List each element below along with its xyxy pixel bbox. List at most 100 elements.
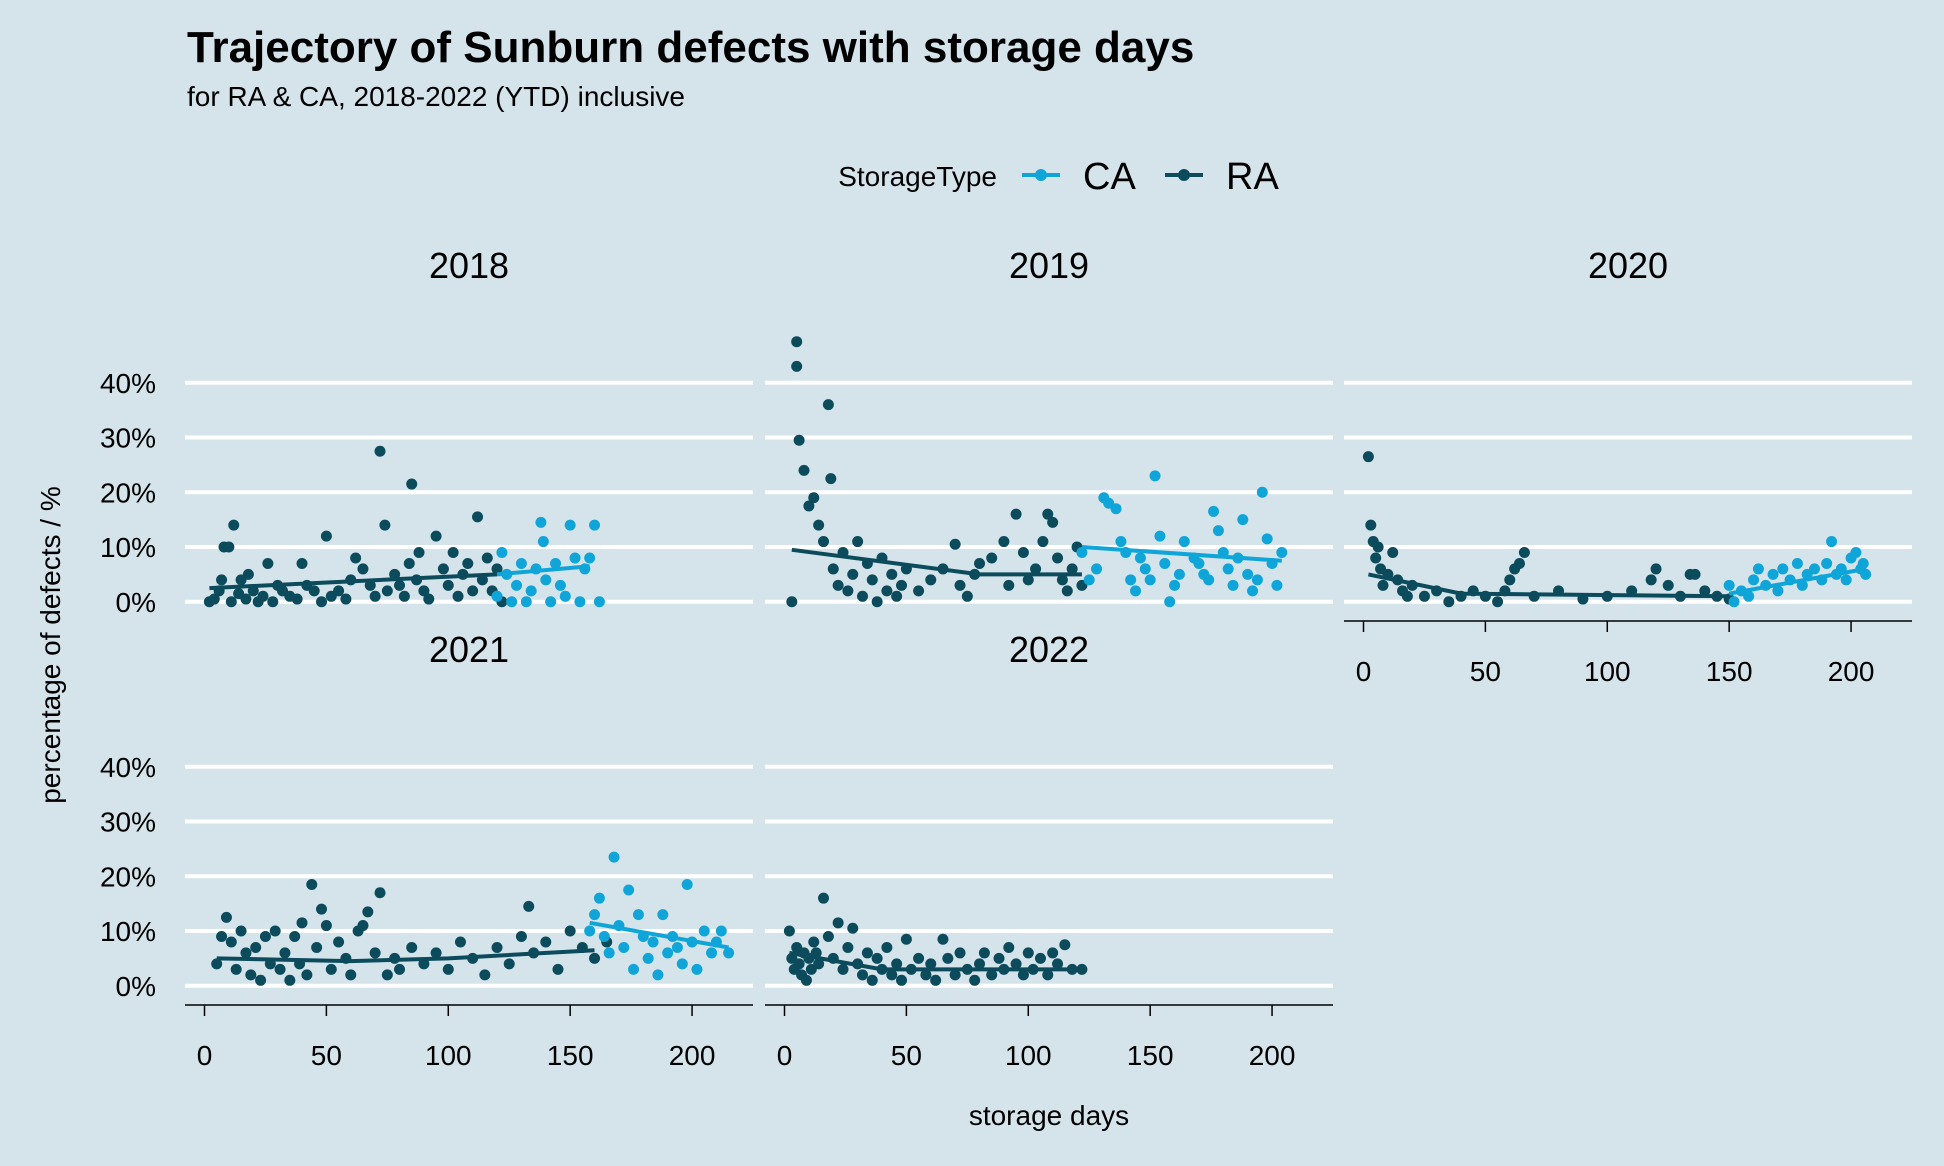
- data-point: [1034, 952, 1046, 964]
- facet-panel-2022: 2022 0 50 100 150 200: [765, 629, 1333, 1071]
- trend-line-ra: [789, 950, 1082, 972]
- y-tick-label: 0%: [116, 587, 156, 618]
- data-point: [842, 941, 854, 953]
- data-point: [523, 900, 535, 912]
- data-point: [491, 563, 503, 575]
- data-point: [900, 933, 912, 945]
- data-point: [394, 579, 406, 591]
- data-point: [662, 947, 674, 959]
- data-point: [1115, 536, 1127, 548]
- data-point: [618, 941, 630, 953]
- data-point: [540, 574, 552, 586]
- data-point: [881, 585, 893, 597]
- data-point: [986, 969, 998, 981]
- data-point: [394, 963, 406, 975]
- data-point: [1276, 547, 1288, 559]
- data-point: [808, 492, 820, 504]
- data-point: [1261, 533, 1273, 545]
- data-point: [986, 552, 998, 564]
- data-point: [1518, 547, 1530, 559]
- data-point: [871, 952, 883, 964]
- data-point: [949, 538, 961, 550]
- y-tick-label: 30%: [100, 423, 156, 454]
- data-point: [240, 593, 252, 605]
- data-point: [228, 519, 240, 531]
- legend-label-ca: CA: [1083, 156, 1136, 198]
- data-point: [1164, 596, 1176, 608]
- data-point: [1377, 579, 1389, 591]
- data-point: [379, 519, 391, 531]
- data-point: [800, 974, 812, 986]
- data-point: [793, 434, 805, 446]
- legend-item-ca: CA: [1022, 156, 1136, 198]
- data-point: [942, 952, 954, 964]
- data-point: [1030, 563, 1042, 575]
- data-point: [1743, 590, 1755, 602]
- data-point: [1042, 969, 1054, 981]
- data-point: [1492, 596, 1504, 608]
- data-point: [842, 585, 854, 597]
- data-point: [798, 464, 810, 476]
- facet-label: 2018: [429, 245, 509, 286]
- data-point: [535, 516, 547, 528]
- facet-label: 2022: [1009, 629, 1089, 670]
- legend-item-ra: RA: [1165, 156, 1279, 198]
- x-tick-label: 100: [1584, 656, 1631, 687]
- data-point: [208, 593, 220, 605]
- data-point: [462, 557, 474, 569]
- data-point: [333, 585, 345, 597]
- data-point: [698, 925, 710, 937]
- data-point: [245, 969, 257, 981]
- data-point: [1173, 568, 1185, 580]
- data-point: [564, 925, 576, 937]
- data-point: [225, 596, 237, 608]
- data-point: [481, 552, 493, 564]
- data-point: [1857, 557, 1869, 569]
- data-point: [545, 596, 557, 608]
- data-point: [262, 557, 274, 569]
- chart-subtitle: for RA & CA, 2018-2022 (YTD) inclusive: [187, 81, 685, 112]
- data-point: [1699, 585, 1711, 597]
- y-tick-label: 40%: [100, 752, 156, 783]
- data-point: [593, 596, 605, 608]
- data-point: [832, 579, 844, 591]
- trend-line-ra: [209, 572, 498, 591]
- data-point: [1169, 579, 1181, 591]
- data-point: [818, 892, 830, 904]
- data-point: [961, 590, 973, 602]
- x-tick-label: 50: [891, 1040, 922, 1071]
- data-point: [374, 445, 386, 457]
- data-point: [454, 936, 466, 948]
- data-point: [1130, 585, 1142, 597]
- data-point: [479, 969, 491, 981]
- data-point: [406, 941, 418, 953]
- data-point: [1514, 557, 1526, 569]
- y-tick-label: 10%: [100, 916, 156, 947]
- x-tick-label: 50: [1470, 656, 1501, 687]
- data-point: [1850, 547, 1862, 559]
- data-point: [723, 947, 735, 959]
- legend-swatch-ra-dot: [1178, 169, 1190, 181]
- data-point: [603, 947, 615, 959]
- legend-label-ra: RA: [1226, 156, 1279, 198]
- data-point: [537, 536, 549, 548]
- data-point: [515, 557, 527, 569]
- trend-line-ca: [589, 920, 729, 950]
- data-point: [589, 909, 601, 921]
- data-point: [1251, 574, 1263, 586]
- data-point: [1662, 579, 1674, 591]
- data-point: [559, 590, 571, 602]
- data-point: [554, 579, 566, 591]
- data-point: [1052, 958, 1064, 970]
- data-point: [1076, 963, 1088, 975]
- data-point: [552, 963, 564, 975]
- legend-swatch-ca-dot: [1035, 169, 1047, 181]
- data-point: [813, 519, 825, 531]
- data-point: [822, 399, 834, 411]
- data-point: [350, 552, 362, 564]
- data-point: [1159, 557, 1171, 569]
- data-point: [589, 952, 601, 964]
- data-point: [284, 974, 296, 986]
